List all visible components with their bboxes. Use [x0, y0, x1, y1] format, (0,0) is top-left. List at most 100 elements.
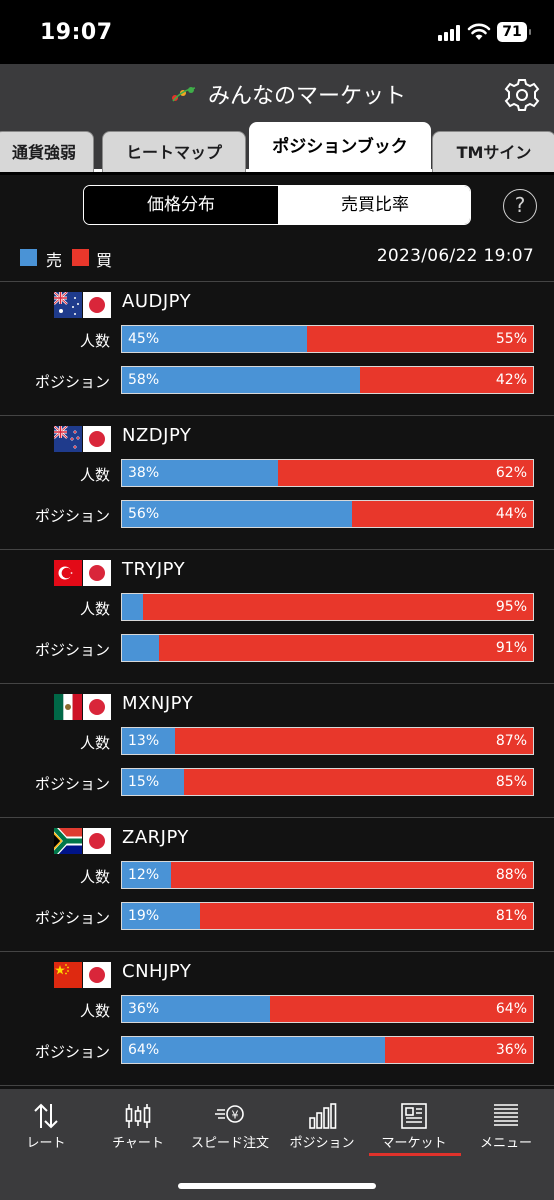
tabbar-chart[interactable]: チャート	[92, 1089, 184, 1159]
menu-list-icon	[494, 1104, 518, 1126]
pair-name: AUDJPY	[122, 291, 192, 312]
pair-row-audjpy[interactable]: AUDJPY 人数 45% 55% ポジション 58% 42%	[0, 281, 554, 415]
sell-bar-fill	[122, 769, 184, 795]
pair-name: ZARJPY	[122, 827, 189, 848]
help-icon[interactable]: ?	[503, 189, 537, 223]
tab-currency-strength[interactable]: 通貨強弱	[0, 131, 94, 172]
segment-price-distribution[interactable]: 価格分布	[84, 186, 278, 224]
traders-label: 人数	[79, 466, 110, 484]
sell-percent: 36%	[128, 1001, 160, 1017]
pair-row-cnhjpy[interactable]: CNHJPY 人数 36% 64% ポジション 64% 36%	[0, 951, 554, 1085]
traders-ratio-bar: 45% 55%	[121, 325, 534, 353]
pair-row-nzdjpy[interactable]: NZDJPY 人数 38% 62% ポジション 56% 44%	[0, 415, 554, 549]
pair-flags	[54, 962, 111, 988]
home-indicator[interactable]	[178, 1183, 376, 1189]
pair-flags	[54, 560, 111, 586]
positions-label: ポジション	[34, 641, 110, 659]
pair-row-mxnjpy[interactable]: MXNJPY 人数 13% 87% ポジション 15% 85%	[0, 683, 554, 817]
sell-percent: 58%	[128, 372, 160, 388]
sell-bar-fill	[122, 501, 353, 527]
sell-bar-fill	[122, 635, 159, 661]
status-bar: 19:07 71	[0, 0, 554, 64]
traders-label: 人数	[79, 868, 110, 886]
pair-row-zarjpy[interactable]: ZARJPY 人数 12% 88% ポジション 19% 81%	[0, 817, 554, 951]
tabbar-label: マーケット	[381, 1136, 447, 1151]
traders-label: 人数	[79, 332, 110, 350]
positions-ratio-bar: 15% 85%	[121, 768, 534, 796]
buy-percent: 95%	[495, 599, 527, 615]
traders-ratio-bar: 38% 62%	[121, 459, 534, 487]
legend-buy-label: 買	[96, 251, 113, 270]
bottom-tab-bar: レート チャート ¥ スピード注文 ポジション	[0, 1089, 554, 1200]
buy-percent: 62%	[495, 465, 527, 481]
view-segmented-control: 価格分布 売買比率	[83, 185, 471, 225]
tabbar-rate[interactable]: レート	[0, 1089, 92, 1159]
buy-percent: 85%	[495, 774, 527, 790]
timestamp: 2023/06/22 19:07	[376, 246, 534, 266]
tab-tm-sign[interactable]: TMサイン	[432, 131, 554, 172]
buy-percent: 64%	[495, 1001, 527, 1017]
australia-flag-icon	[54, 292, 82, 318]
sell-percent: 19%	[128, 908, 160, 924]
position-book-content: 価格分布 売買比率 ? 売 買 2023/06/22 19:07 AUDJPY	[0, 175, 554, 1089]
japan-flag-icon	[83, 560, 111, 586]
pair-flags	[54, 694, 111, 720]
speed-order-icon: ¥	[215, 1105, 244, 1123]
buy-percent: 36%	[495, 1042, 527, 1058]
tabbar-speed-order[interactable]: ¥ スピード注文	[184, 1089, 276, 1159]
tabbar-label: メニュー	[479, 1136, 532, 1151]
pair-row-tryjpy[interactable]: TRYJPY 人数 95% ポジション 91%	[0, 549, 554, 683]
wifi-icon	[467, 23, 491, 40]
svg-text:¥: ¥	[232, 1109, 239, 1122]
tabbar-label: レート	[26, 1136, 66, 1151]
traders-label: 人数	[79, 1002, 110, 1020]
sell-swatch	[20, 249, 37, 266]
sell-bar-fill	[122, 367, 361, 393]
newspaper-icon	[401, 1103, 427, 1129]
candlestick-icon	[125, 1104, 151, 1128]
japan-flag-icon	[83, 292, 111, 318]
sell-percent: 12%	[128, 867, 160, 883]
sell-percent: 64%	[128, 1042, 160, 1058]
japan-flag-icon	[83, 828, 111, 854]
sell-bar-fill	[122, 326, 307, 352]
gear-icon[interactable]	[504, 77, 540, 113]
battery-icon: 71	[497, 22, 531, 42]
market-tabs: 通貨強弱 ヒートマップ ポジションブック TMサイン	[0, 122, 554, 172]
japan-flag-icon	[83, 962, 111, 988]
bar-chart-icon	[309, 1103, 337, 1129]
pair-name: CNHJPY	[122, 961, 192, 982]
sell-percent: 13%	[128, 733, 160, 749]
japan-flag-icon	[83, 694, 111, 720]
tab-heatmap[interactable]: ヒートマップ	[102, 131, 246, 172]
buy-percent: 81%	[495, 908, 527, 924]
traders-label: 人数	[79, 734, 110, 752]
segment-trade-ratio[interactable]: 売買比率	[278, 186, 470, 224]
tabbar-label: チャート	[112, 1136, 164, 1151]
sell-percent: 38%	[128, 465, 160, 481]
tabbar-market[interactable]: マーケット	[368, 1089, 460, 1159]
status-time: 19:07	[40, 20, 113, 45]
positions-ratio-bar: 19% 81%	[121, 902, 534, 930]
sell-bar-fill	[122, 903, 201, 929]
tabbar-label: スピード注文	[190, 1136, 269, 1151]
positions-label: ポジション	[34, 1043, 110, 1061]
positions-ratio-bar: 64% 36%	[121, 1036, 534, 1064]
app-header: みんなのマーケット	[0, 64, 554, 122]
legend-sell-label: 売	[46, 251, 63, 270]
buy-percent: 44%	[495, 506, 527, 522]
tabbar-label: ポジション	[289, 1136, 355, 1151]
pair-name: TRYJPY	[122, 559, 186, 580]
page-title: みんなのマーケット	[208, 84, 407, 109]
sell-bar-fill	[122, 728, 176, 754]
buy-percent: 55%	[495, 331, 527, 347]
traders-ratio-bar: 95%	[121, 593, 534, 621]
sell-bar-fill	[122, 996, 270, 1022]
tabbar-menu[interactable]: メニュー	[460, 1089, 552, 1159]
japan-flag-icon	[83, 426, 111, 452]
sell-bar-fill	[122, 594, 143, 620]
tab-position-book[interactable]: ポジションブック	[249, 122, 431, 172]
tabbar-position[interactable]: ポジション	[276, 1089, 368, 1159]
sell-bar-fill	[122, 862, 172, 888]
minna-logo-icon	[172, 87, 196, 102]
